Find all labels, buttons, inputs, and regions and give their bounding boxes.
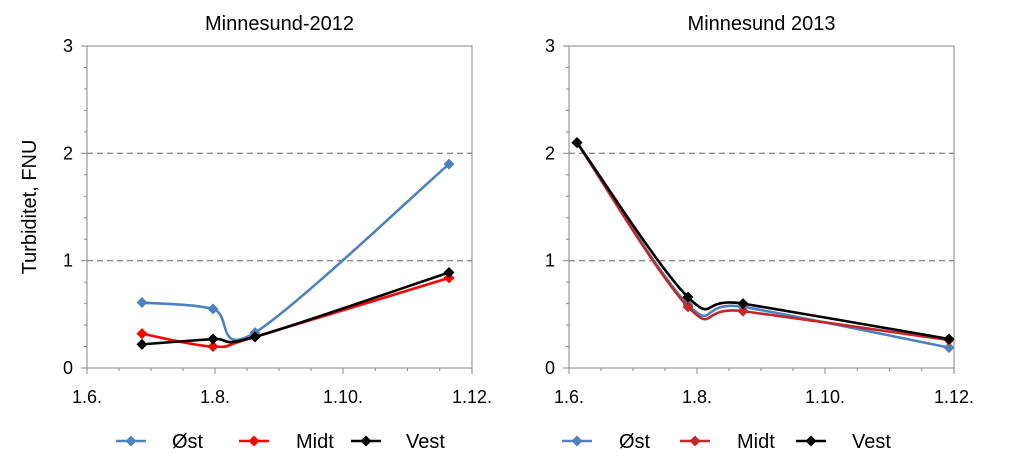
legend-marker	[689, 435, 701, 447]
legend-marker	[571, 435, 583, 447]
x-tick-label: 1.8.	[200, 387, 230, 407]
y-tick-label: 0	[545, 358, 555, 378]
data-point	[943, 342, 955, 354]
series-line-vest	[141, 271, 450, 346]
plot-area-1	[86, 45, 473, 369]
chart-title: Minnesund 2013	[688, 13, 836, 35]
data-point	[682, 301, 694, 313]
legend-marker	[360, 435, 372, 447]
legend-label: Øst	[172, 431, 204, 453]
data-point	[207, 333, 219, 345]
legend-label: Øst	[619, 431, 651, 453]
legend-marker	[125, 435, 137, 447]
legend-marker	[248, 435, 260, 447]
y-axis-label: Turbiditet, FNU	[19, 140, 41, 275]
series-line-midt	[575, 141, 950, 342]
chart-title: Minnesund-2012	[205, 13, 354, 35]
x-tick-label: 1.6.	[72, 387, 102, 407]
y-tick-label: 0	[63, 358, 73, 378]
y-tick-label: 3	[63, 36, 73, 56]
legend-label: Vest	[852, 431, 891, 453]
legend-label: Midt	[737, 431, 775, 453]
series-line-vest	[575, 141, 950, 341]
series-line-øst	[575, 141, 950, 349]
x-tick-label: 1.10.	[805, 387, 845, 407]
data-point	[443, 158, 455, 170]
x-tick-label: 1.12.	[452, 387, 492, 407]
y-tick-label: 1	[545, 251, 555, 271]
data-point	[571, 137, 583, 149]
data-point	[737, 305, 749, 317]
y-tick-label: 2	[545, 143, 555, 163]
y-tick-label: 3	[545, 36, 555, 56]
data-point	[136, 297, 148, 309]
legend-label: Vest	[406, 431, 445, 453]
y-tick-label: 2	[63, 143, 73, 163]
data-point	[207, 303, 219, 315]
x-tick-label: 1.8.	[682, 387, 712, 407]
data-point	[207, 341, 219, 353]
data-point	[443, 266, 455, 278]
legend-marker	[805, 435, 817, 447]
legend-label: Midt	[296, 431, 334, 453]
data-point	[682, 291, 694, 303]
x-tick-label: 1.10.	[323, 387, 363, 407]
data-point	[136, 338, 148, 350]
plot-area-2	[568, 45, 955, 369]
y-tick-label: 1	[63, 251, 73, 271]
data-point	[737, 298, 749, 310]
x-tick-label: 1.6.	[554, 387, 584, 407]
data-point	[249, 331, 261, 343]
x-tick-label: 1.12.	[934, 387, 974, 407]
series-line-øst	[141, 163, 450, 342]
data-point	[943, 333, 955, 345]
data-point	[136, 328, 148, 340]
